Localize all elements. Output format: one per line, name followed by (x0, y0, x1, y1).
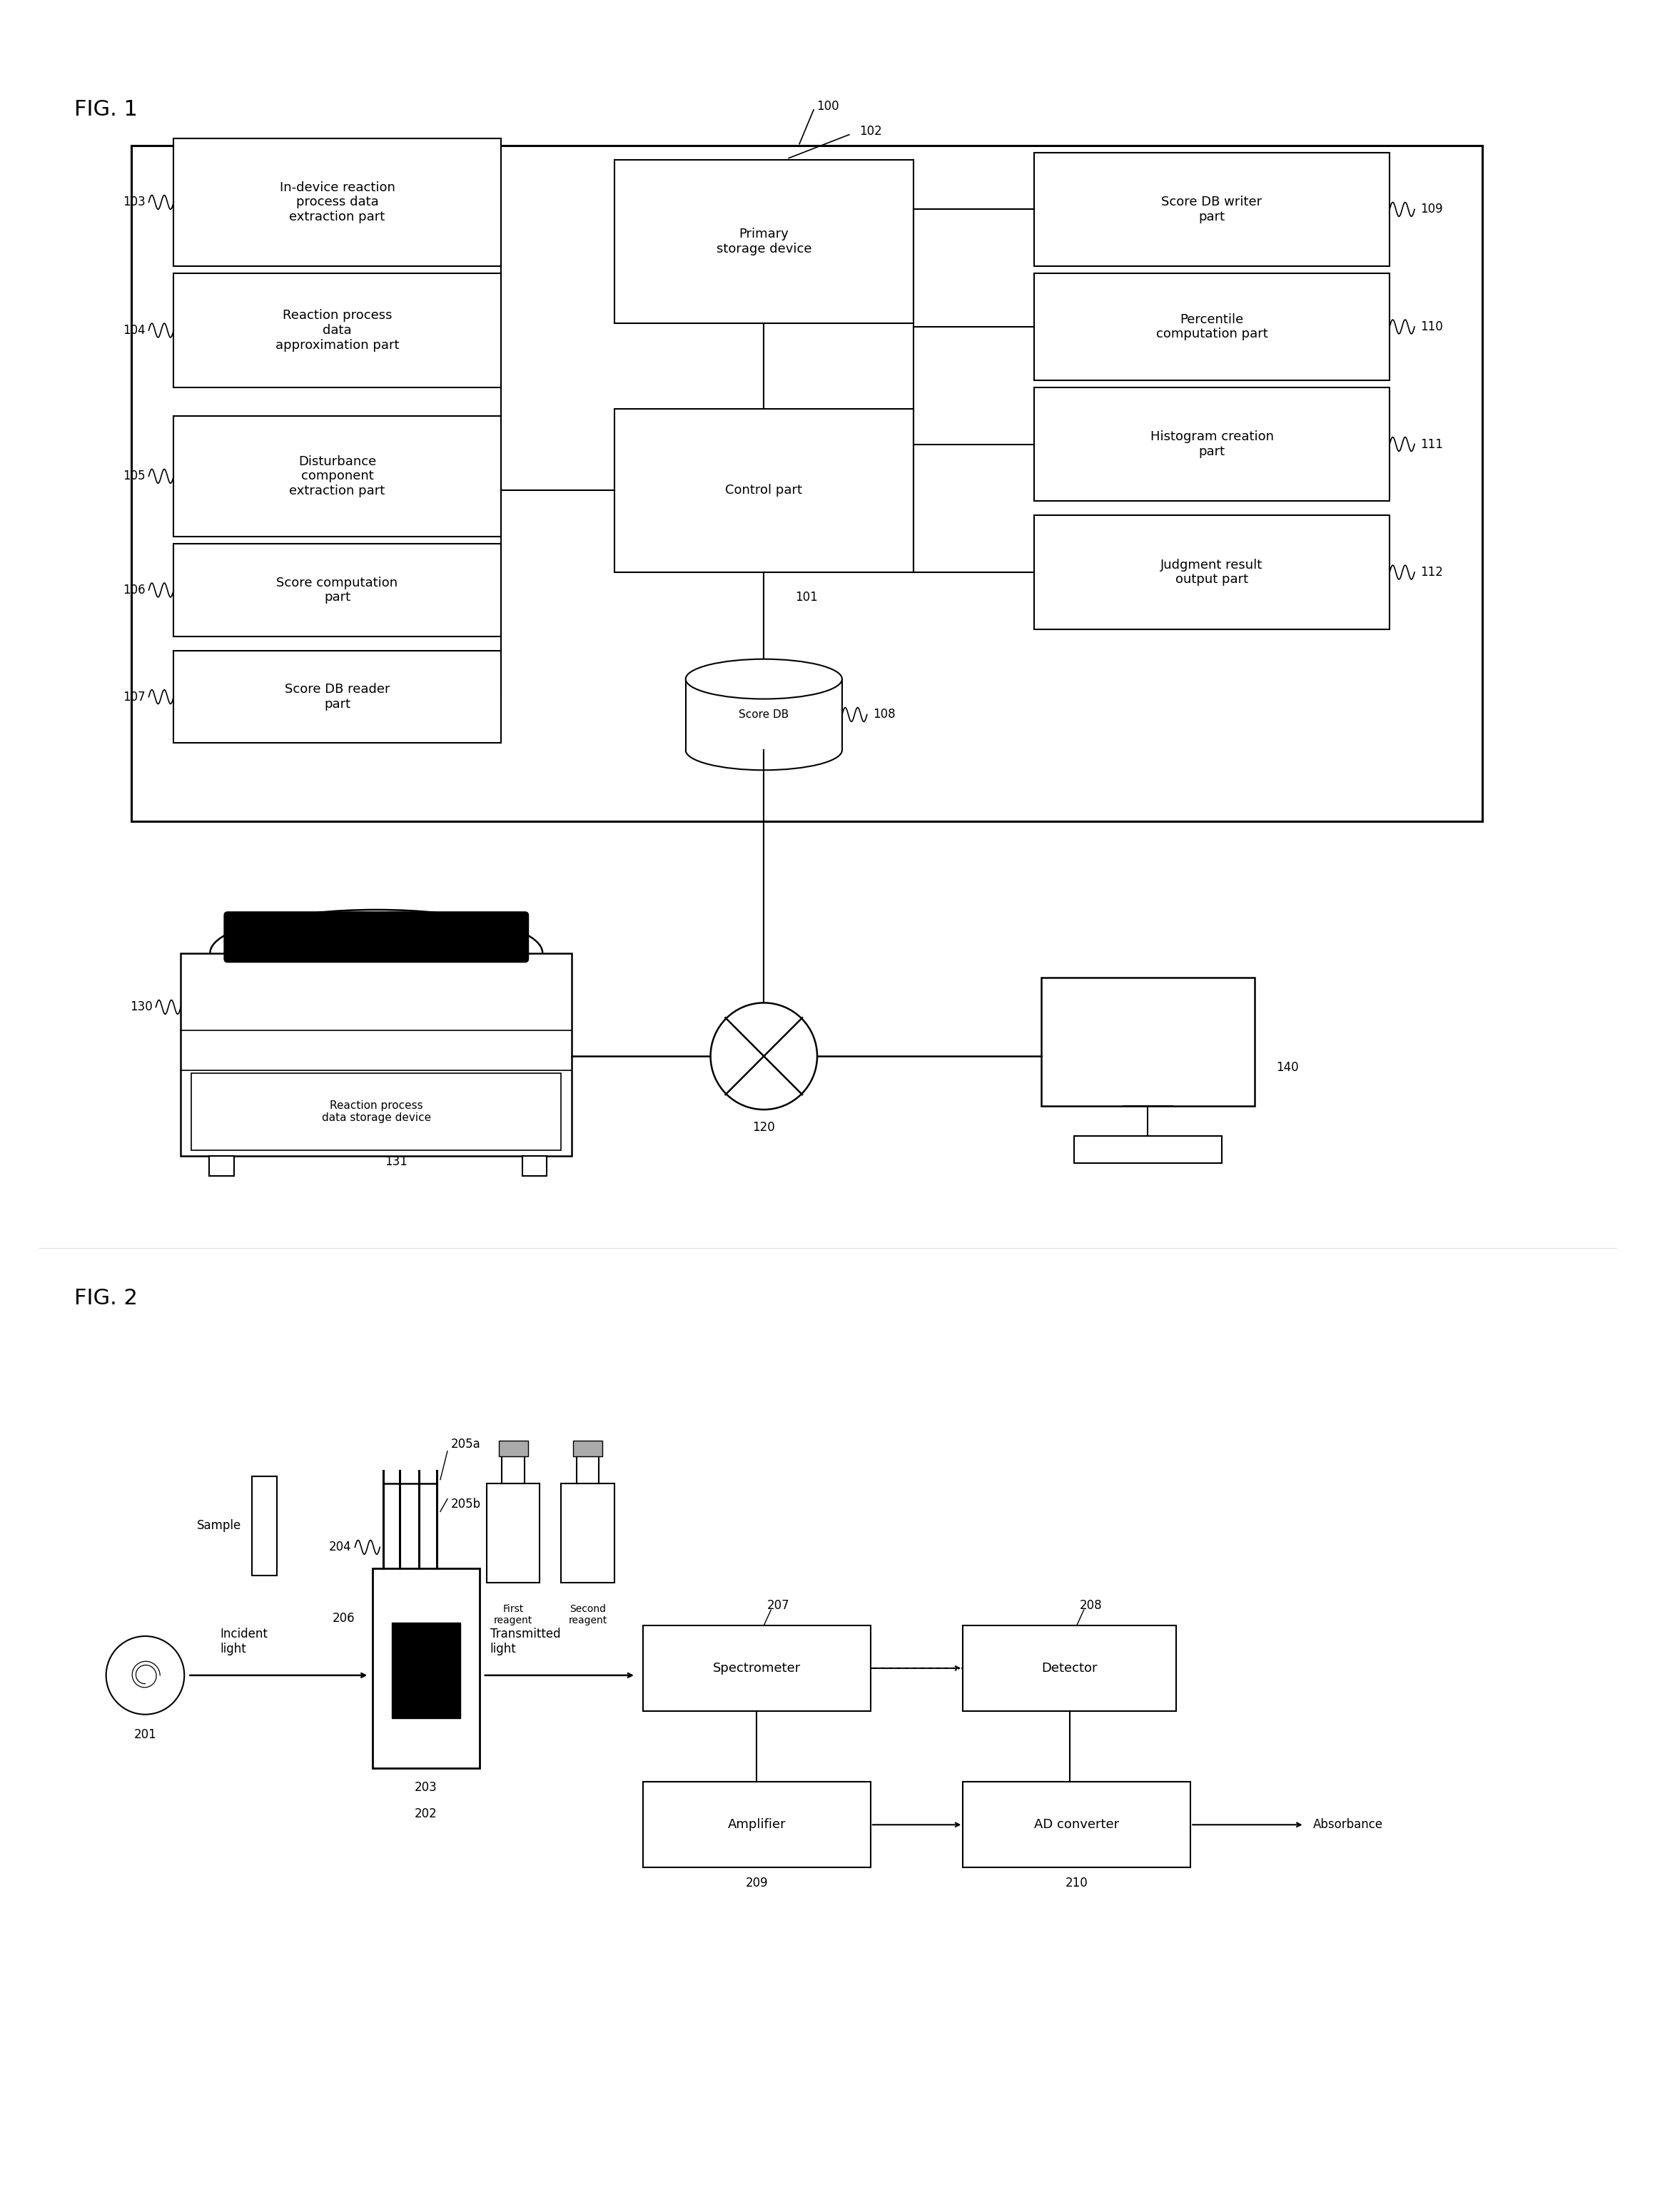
FancyBboxPatch shape (1074, 1137, 1221, 1164)
Text: 202: 202 (415, 1807, 437, 1820)
Text: 106: 106 (122, 584, 146, 597)
Text: 205a: 205a (450, 1438, 480, 1451)
FancyBboxPatch shape (174, 544, 501, 637)
FancyBboxPatch shape (174, 274, 501, 387)
Text: 109: 109 (1420, 204, 1443, 217)
Text: 103: 103 (122, 197, 146, 208)
FancyBboxPatch shape (1034, 153, 1390, 265)
Text: Reaction process
data storage device: Reaction process data storage device (321, 1099, 430, 1124)
FancyBboxPatch shape (498, 1440, 528, 1455)
Text: 130: 130 (129, 1000, 152, 1013)
FancyBboxPatch shape (223, 911, 528, 962)
FancyBboxPatch shape (1034, 515, 1390, 628)
Text: Histogram creation
part: Histogram creation part (1150, 431, 1274, 458)
Text: 104: 104 (122, 323, 146, 336)
FancyBboxPatch shape (131, 146, 1483, 821)
Text: Control part: Control part (725, 484, 803, 498)
FancyBboxPatch shape (644, 1783, 871, 1867)
Circle shape (710, 1002, 818, 1110)
Text: 112: 112 (1420, 566, 1443, 580)
Text: Primary
storage device: Primary storage device (717, 228, 811, 254)
FancyBboxPatch shape (644, 1626, 871, 1710)
FancyBboxPatch shape (963, 1626, 1177, 1710)
Text: 111: 111 (1420, 438, 1443, 451)
FancyBboxPatch shape (1034, 387, 1390, 502)
Circle shape (106, 1637, 184, 1714)
Text: 207: 207 (766, 1599, 789, 1613)
Text: First
reagent: First reagent (493, 1604, 533, 1626)
Text: Detector: Detector (1041, 1661, 1097, 1674)
Text: 100: 100 (816, 100, 839, 113)
Text: 203: 203 (415, 1781, 437, 1794)
Text: Score DB: Score DB (738, 710, 789, 719)
Text: 108: 108 (872, 708, 895, 721)
Text: 101: 101 (794, 591, 818, 604)
FancyBboxPatch shape (174, 137, 501, 265)
FancyBboxPatch shape (174, 416, 501, 538)
FancyBboxPatch shape (576, 1455, 599, 1484)
Text: 131: 131 (384, 1155, 407, 1168)
Text: Judgment result
output part: Judgment result output part (1160, 557, 1263, 586)
Text: FIG. 1: FIG. 1 (74, 100, 137, 119)
Text: 140: 140 (1276, 1062, 1299, 1075)
FancyBboxPatch shape (209, 1157, 233, 1177)
Text: Spectrometer: Spectrometer (713, 1661, 801, 1674)
Text: Absorbance: Absorbance (1312, 1818, 1384, 1832)
Text: 120: 120 (753, 1121, 775, 1135)
Text: AD converter: AD converter (1034, 1818, 1119, 1832)
FancyBboxPatch shape (372, 1568, 480, 1767)
Text: 208: 208 (1079, 1599, 1102, 1613)
Text: In-device reaction
process data
extraction part: In-device reaction process data extracti… (280, 181, 396, 223)
FancyBboxPatch shape (963, 1783, 1190, 1867)
Text: Second
reagent: Second reagent (569, 1604, 607, 1626)
FancyBboxPatch shape (1034, 274, 1390, 380)
Text: 210: 210 (1066, 1876, 1087, 1889)
Text: 204: 204 (329, 1542, 351, 1553)
Text: Transmitted
light: Transmitted light (490, 1628, 561, 1655)
Text: Score DB reader
part: Score DB reader part (285, 684, 391, 710)
Text: 110: 110 (1420, 321, 1443, 334)
FancyBboxPatch shape (487, 1484, 540, 1584)
FancyBboxPatch shape (614, 409, 914, 573)
Text: 209: 209 (745, 1876, 768, 1889)
FancyBboxPatch shape (392, 1621, 460, 1719)
Text: 201: 201 (134, 1728, 157, 1741)
Text: 105: 105 (122, 469, 146, 482)
FancyBboxPatch shape (521, 1157, 546, 1177)
FancyBboxPatch shape (180, 953, 573, 1157)
Text: Sample: Sample (197, 1520, 242, 1533)
FancyBboxPatch shape (573, 1440, 602, 1455)
Text: Score computation
part: Score computation part (276, 575, 397, 604)
Text: Incident
light: Incident light (220, 1628, 268, 1655)
FancyBboxPatch shape (561, 1484, 614, 1584)
Text: 102: 102 (859, 124, 882, 137)
FancyBboxPatch shape (174, 650, 501, 743)
Text: 107: 107 (122, 690, 146, 703)
Text: Score DB writer
part: Score DB writer part (1162, 195, 1263, 223)
Text: Disturbance
component
extraction part: Disturbance component extraction part (290, 456, 386, 498)
FancyBboxPatch shape (192, 1073, 561, 1150)
Text: Percentile
computation part: Percentile computation part (1155, 312, 1268, 341)
FancyBboxPatch shape (1041, 978, 1254, 1106)
Text: 205b: 205b (450, 1498, 482, 1511)
Text: 206: 206 (333, 1613, 354, 1626)
Text: Reaction process
data
approximation part: Reaction process data approximation part (275, 310, 399, 352)
Text: Amplifier: Amplifier (728, 1818, 786, 1832)
Ellipse shape (685, 659, 842, 699)
FancyBboxPatch shape (501, 1455, 525, 1484)
FancyBboxPatch shape (614, 159, 914, 323)
Text: FIG. 2: FIG. 2 (74, 1287, 137, 1310)
FancyBboxPatch shape (252, 1475, 276, 1575)
